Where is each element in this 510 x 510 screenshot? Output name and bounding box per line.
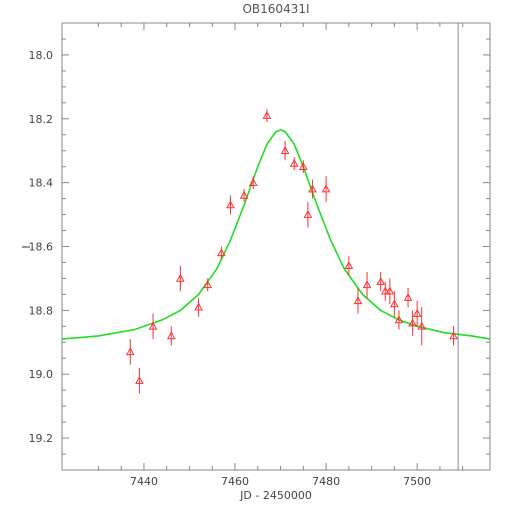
chart-title: OB160431I <box>242 2 309 16</box>
data-point <box>353 288 363 314</box>
triangle-marker <box>226 200 235 209</box>
data-point <box>303 201 313 228</box>
triangle-marker <box>449 331 458 340</box>
x-tick-label: 7500 <box>403 475 431 488</box>
model-curve <box>61 129 491 340</box>
x-axis: 7440 7460 7480 7500 <box>97 23 464 488</box>
x-tick-label: 7460 <box>221 475 249 488</box>
data-point <box>166 326 176 346</box>
data-point <box>280 141 290 161</box>
y-tick-label: 18.2 <box>29 113 54 126</box>
triangle-marker <box>376 277 386 285</box>
triangle-marker <box>262 111 272 119</box>
data-point <box>289 157 299 170</box>
y-tick-label: 18.0 <box>29 49 54 62</box>
triangle-marker <box>417 321 427 330</box>
triangle-marker <box>380 286 390 295</box>
triangle-marker <box>217 248 226 257</box>
data-point <box>362 272 372 298</box>
data-point <box>449 326 458 346</box>
triangle-marker <box>239 190 249 199</box>
triangle-marker <box>298 162 308 170</box>
data-points <box>125 109 458 394</box>
triangle-marker <box>308 184 317 193</box>
data-point <box>217 246 226 260</box>
x-tick-label: 7440 <box>130 475 158 488</box>
data-point <box>248 176 258 190</box>
data-point <box>403 288 413 308</box>
triangle-marker <box>344 261 354 269</box>
data-point <box>176 265 185 292</box>
triangle-marker <box>303 210 313 218</box>
data-point <box>321 176 331 202</box>
y-tick-label: 18.4 <box>29 177 54 190</box>
data-point <box>376 272 386 292</box>
triangle-marker <box>194 302 203 311</box>
data-point <box>125 339 135 365</box>
y-axis-title: I <box>20 245 33 248</box>
triangle-marker <box>289 158 299 167</box>
triangle-marker <box>412 309 422 317</box>
data-point <box>408 310 417 336</box>
y-tick-label: 19.0 <box>29 368 54 381</box>
data-point <box>308 179 317 199</box>
data-point <box>148 313 158 340</box>
data-point <box>394 310 404 330</box>
triangle-marker <box>353 296 363 305</box>
data-point <box>412 300 422 327</box>
triangle-marker <box>280 146 290 155</box>
x-tick-label: 7480 <box>312 475 340 488</box>
model-curve-line <box>61 129 491 340</box>
triangle-marker <box>166 331 176 340</box>
data-point <box>390 291 399 317</box>
triangle-marker <box>385 286 395 295</box>
data-point <box>203 278 213 292</box>
data-point <box>194 297 203 317</box>
data-point <box>380 281 390 301</box>
triangle-marker <box>203 280 213 289</box>
triangle-marker <box>135 376 144 384</box>
y-tick-label: 19.2 <box>29 432 54 445</box>
data-point <box>417 307 427 346</box>
data-point <box>298 160 308 174</box>
triangle-marker <box>394 315 404 324</box>
y-tick-label: 18.8 <box>29 304 54 317</box>
x-axis-title: JD - 2450000 <box>239 489 312 502</box>
data-point <box>135 367 144 394</box>
data-point <box>226 195 235 215</box>
triangle-marker <box>362 280 372 289</box>
triangle-marker <box>176 273 185 282</box>
triangle-marker <box>248 178 258 186</box>
data-point <box>344 256 354 276</box>
triangle-marker <box>408 318 417 327</box>
y-tick-label: 18.6 <box>29 241 54 254</box>
triangle-marker <box>125 347 135 356</box>
triangle-marker <box>403 293 413 301</box>
data-point <box>239 189 249 202</box>
data-point <box>262 109 272 122</box>
plot-frame <box>61 22 491 471</box>
y-axis: 18.0 18.2 18.4 18.6 18.8 19.0 19.2 <box>29 22 490 471</box>
triangle-marker <box>321 184 331 193</box>
triangle-marker <box>148 321 158 330</box>
data-point <box>385 278 395 304</box>
triangle-marker <box>390 299 399 308</box>
